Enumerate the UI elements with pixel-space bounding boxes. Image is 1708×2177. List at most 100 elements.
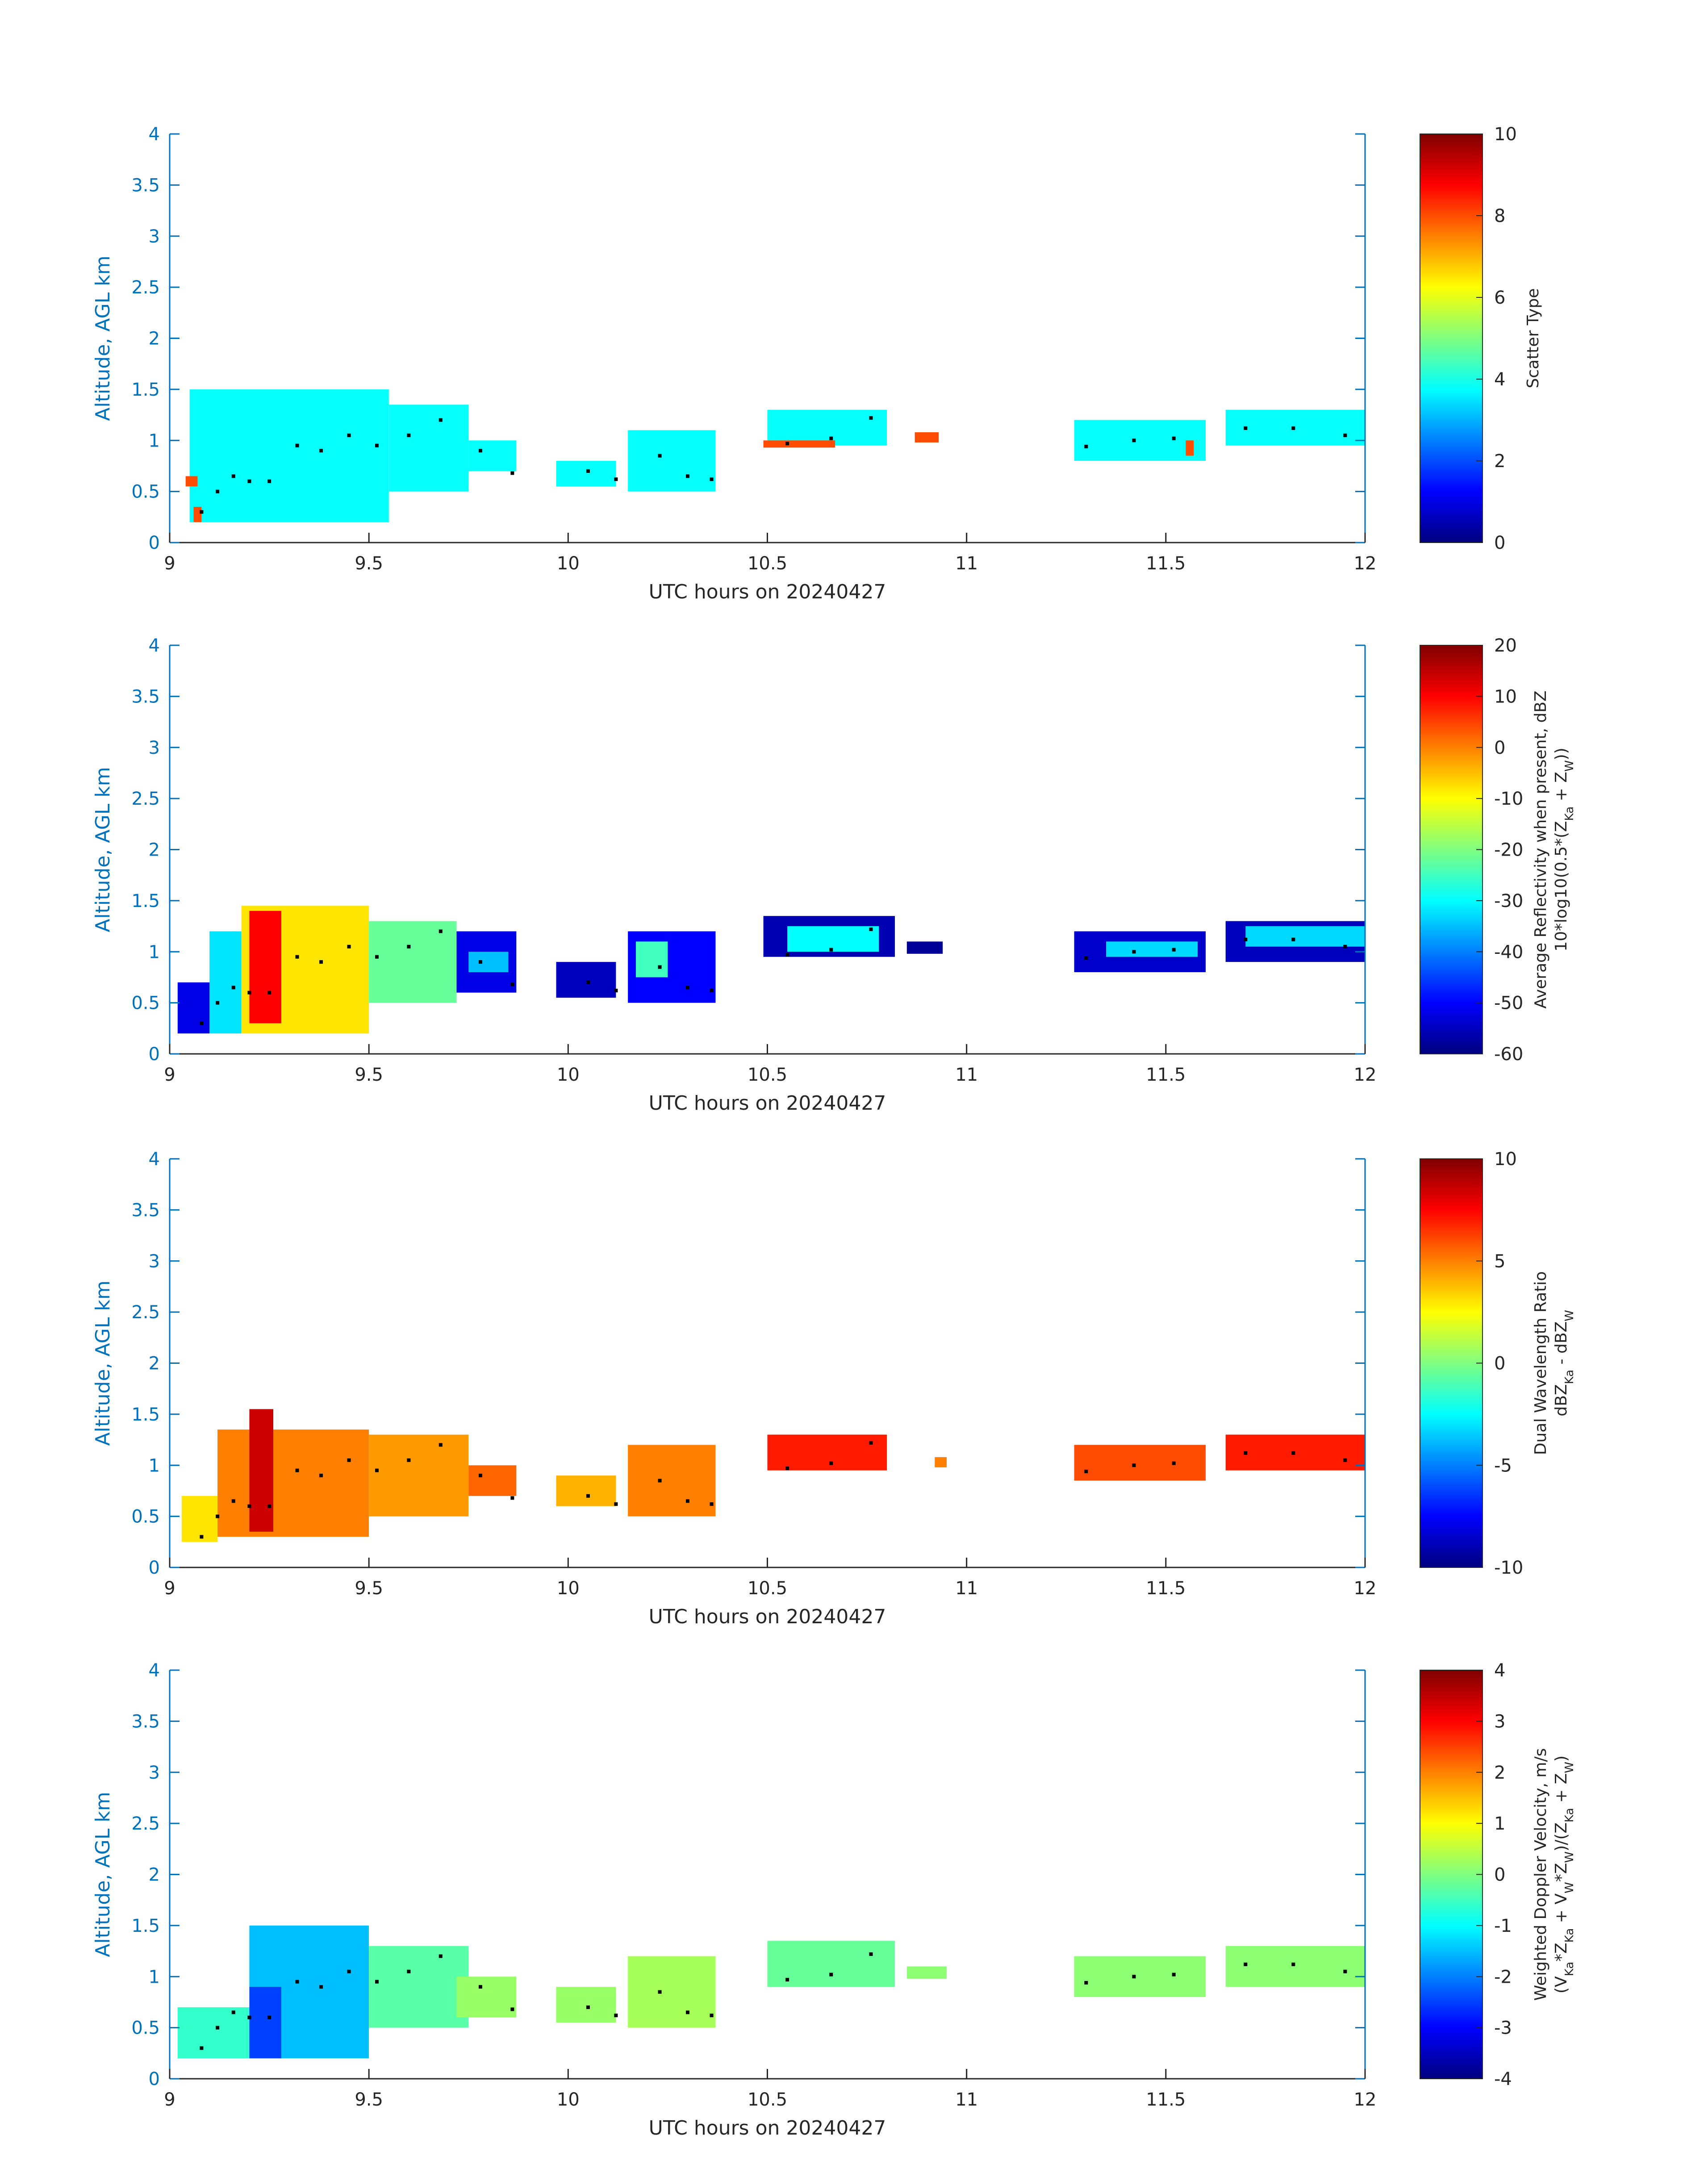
data-point xyxy=(267,2015,271,2019)
data-point xyxy=(614,989,618,993)
colorbar-label: Scatter Type xyxy=(1524,288,1542,388)
heatmap-cell xyxy=(1074,1956,1206,1997)
heatmap-cell xyxy=(193,506,202,522)
y-tick-label: 3.5 xyxy=(131,175,160,196)
data-point xyxy=(267,479,271,483)
colorbar-tick-label: 0 xyxy=(1494,1865,1505,1885)
x-axis-label: UTC hours on 20240427 xyxy=(649,1092,886,1115)
heatmap-cell xyxy=(1074,1445,1206,1481)
data-point xyxy=(510,471,514,475)
data-point xyxy=(869,1952,873,1956)
colorbar-tick-label: 0 xyxy=(1494,738,1505,758)
colorbar-tick-label: 2 xyxy=(1494,451,1505,472)
y-tick-label: 0.5 xyxy=(131,1507,160,1527)
data-point xyxy=(295,1468,299,1472)
colorbar-tick-label: -10 xyxy=(1494,789,1523,809)
colorbar-label: 10*log10(0.5*(ZKa + ZW)) xyxy=(1552,748,1576,952)
data-point xyxy=(200,1535,204,1539)
heatmap-cell xyxy=(181,1496,218,1542)
data-point xyxy=(1343,1458,1347,1462)
data-point xyxy=(319,449,323,453)
colorbar-tick-label: -30 xyxy=(1494,891,1523,911)
data-point xyxy=(686,2010,690,2014)
data-point xyxy=(614,1502,618,1506)
data-point xyxy=(479,1985,483,1989)
y-axis-label: Altitude, AGL km xyxy=(92,1280,114,1446)
colorbar-tick-label: 6 xyxy=(1494,288,1505,308)
data-point xyxy=(658,454,662,458)
data-point xyxy=(375,1468,379,1472)
y-tick-label: 3 xyxy=(149,226,160,247)
heatmap-cell xyxy=(468,952,509,972)
data-point xyxy=(200,1021,204,1025)
colorbar-tick-label: -1 xyxy=(1494,1916,1512,1936)
heatmap-cell xyxy=(1225,409,1365,446)
heatmap-cell xyxy=(556,962,616,998)
colorbar-label: dBZKa - dBZW xyxy=(1552,1310,1576,1417)
x-tick-label: 10.5 xyxy=(748,553,787,574)
data-point xyxy=(1244,1451,1248,1455)
colorbar-tick-label: 4 xyxy=(1494,1660,1505,1681)
x-tick-label: 12 xyxy=(1354,1578,1377,1599)
y-tick-label: 2.5 xyxy=(131,1302,160,1323)
data-point xyxy=(586,469,590,473)
heatmap-cell xyxy=(556,1987,616,2023)
x-tick-label: 10.5 xyxy=(748,1065,787,1085)
y-tick-label: 0 xyxy=(149,1044,160,1065)
x-tick-label: 10 xyxy=(557,1065,580,1085)
data-point xyxy=(347,1969,351,1973)
colorbar-label: Average Reflectivity when present, dBZ xyxy=(1532,690,1550,1008)
data-point xyxy=(375,443,379,447)
x-tick-label: 11 xyxy=(955,553,978,574)
x-tick-label: 12 xyxy=(1354,553,1377,574)
heatmap-cell xyxy=(763,440,835,448)
x-tick-label: 11 xyxy=(955,1578,978,1599)
y-tick-label: 1.5 xyxy=(131,1916,160,1936)
y-tick-label: 3.5 xyxy=(131,1200,160,1220)
heatmap-cell xyxy=(209,931,242,1034)
data-point xyxy=(231,986,235,990)
data-point xyxy=(216,1001,220,1005)
heatmap-cell xyxy=(456,1976,517,2018)
heatmap-cell xyxy=(935,1457,947,1467)
colorbar-tick-label: 10 xyxy=(1494,124,1517,145)
colorbar-tick-label: 10 xyxy=(1494,1149,1517,1170)
y-tick-label: 2 xyxy=(149,1354,160,1374)
y-tick-label: 0.5 xyxy=(131,993,160,1014)
data-point xyxy=(216,1514,220,1518)
data-point xyxy=(216,2026,220,2030)
heatmap-cell xyxy=(1245,926,1365,947)
x-axis-label: UTC hours on 20240427 xyxy=(649,1605,886,1628)
data-point xyxy=(438,1954,443,1958)
data-point xyxy=(1132,950,1136,954)
colorbar-tick-label: 2 xyxy=(1494,1763,1505,1783)
y-tick-label: 1.5 xyxy=(131,380,160,400)
heatmap-cell xyxy=(388,405,469,492)
colorbar-tick-label: 3 xyxy=(1494,1711,1505,1732)
heatmap-cell xyxy=(177,2007,250,2059)
colorbar-tick-label: 4 xyxy=(1494,369,1505,390)
y-tick-label: 1 xyxy=(149,1455,160,1476)
x-tick-label: 11.5 xyxy=(1146,553,1186,574)
heatmap-cell xyxy=(915,432,939,443)
heatmap-cell xyxy=(249,1987,281,2059)
data-point xyxy=(247,990,251,994)
data-point xyxy=(785,442,789,446)
data-point xyxy=(686,1499,690,1503)
data-point xyxy=(347,1458,351,1462)
data-point xyxy=(686,474,690,478)
data-point xyxy=(1172,948,1176,952)
heatmap-cell xyxy=(189,389,389,522)
data-point xyxy=(1343,1969,1347,1973)
data-point xyxy=(785,1978,789,1982)
data-point xyxy=(1132,1463,1136,1467)
heatmap-cell xyxy=(556,461,616,487)
x-tick-label: 12 xyxy=(1354,1065,1377,1085)
data-point xyxy=(375,1980,379,1984)
colorbar-label: Dual Wavelength Ratio xyxy=(1532,1271,1550,1455)
data-point xyxy=(267,990,271,994)
y-tick-label: 3.5 xyxy=(131,686,160,707)
data-point xyxy=(1132,1975,1136,1979)
